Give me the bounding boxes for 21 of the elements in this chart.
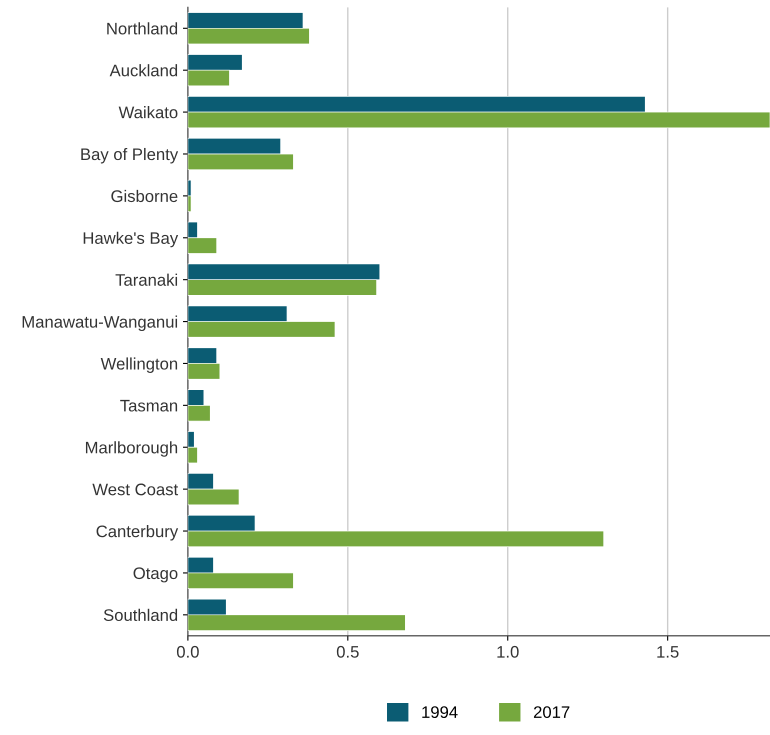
- x-tick-label: 0.0: [176, 646, 199, 658]
- legend-label: 1994: [422, 706, 458, 718]
- y-tick-label: Tasman: [120, 400, 178, 412]
- x-tick-label: 1.5: [657, 646, 679, 658]
- y-tick-label: Gisborne: [111, 190, 178, 202]
- y-tick-label: Otago: [134, 567, 178, 582]
- x-tick-label: 0.5: [336, 646, 359, 658]
- y-tick-label: Taranaki: [116, 274, 178, 286]
- y-tick-label: Waikato: [118, 106, 178, 118]
- x-tick-label: 1.0: [497, 646, 519, 658]
- y-tick-label: Southland: [104, 608, 178, 622]
- y-tick-label: Bay of Plenty: [81, 148, 178, 164]
- y-tick-label: Wellington: [100, 357, 178, 373]
- y-tick-label: Hawke's Bay: [84, 232, 178, 248]
- legend-label: 2017: [534, 706, 570, 718]
- y-tick-label: Marlborough: [86, 441, 178, 457]
- y-tick-label: Northland: [107, 22, 178, 34]
- y-tick-label: Auckland: [110, 64, 178, 76]
- y-tick-label: Canterbury: [96, 525, 178, 541]
- y-tick-label: West Coast: [92, 484, 178, 496]
- y-tick-label: Manawatu-Wanganui: [22, 316, 178, 332]
